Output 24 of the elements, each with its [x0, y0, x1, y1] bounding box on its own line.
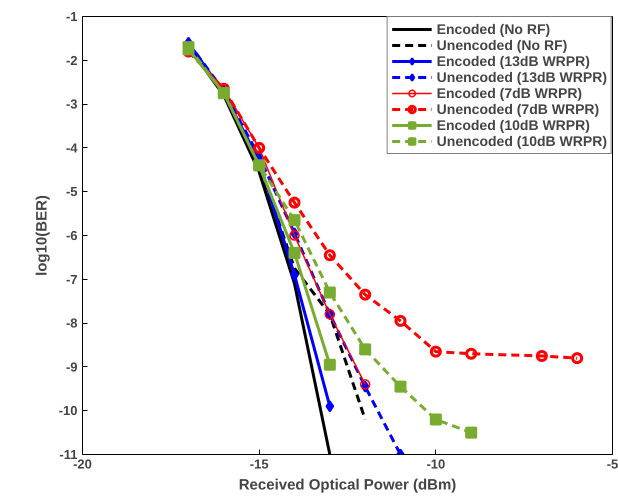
- x-tick-label: -10: [426, 456, 446, 472]
- legend-label: Unencoded (No RF): [436, 37, 568, 53]
- y-tick-label: -3: [66, 96, 78, 112]
- y-axis-title: log10(BER): [34, 195, 51, 276]
- x-tick-label: -15: [250, 456, 269, 472]
- y-tick-label: -4: [66, 140, 78, 156]
- y-tick-label: -11: [59, 447, 78, 462]
- y-tick-label: -6: [66, 228, 78, 243]
- legend-label: Encoded (7dB WRPR): [436, 85, 582, 101]
- y-tick-label: -2: [66, 52, 78, 68]
- legend-label: Unencoded (10dB WRPR): [436, 133, 607, 149]
- legend-label: Encoded (No RF): [436, 21, 550, 37]
- y-tick-label: -1: [66, 9, 78, 24]
- y-tick-label: -5: [66, 184, 78, 200]
- legend-label: Unencoded (7dB WRPR): [436, 101, 600, 117]
- legend-label: Encoded (13dB WRPR): [436, 53, 590, 69]
- legend-label: Encoded (10dB WRPR): [436, 117, 590, 133]
- x-tick-label: -5: [606, 456, 618, 472]
- y-tick-label: -10: [58, 403, 78, 418]
- y-tick-label: -7: [66, 272, 78, 287]
- x-axis-title: Received Optical Power (dBm): [238, 476, 456, 494]
- y-tick-label: -9: [66, 359, 78, 374]
- y-tick-label: -8: [66, 316, 78, 331]
- legend-label: Unencoded (13dB WRPR): [436, 69, 607, 85]
